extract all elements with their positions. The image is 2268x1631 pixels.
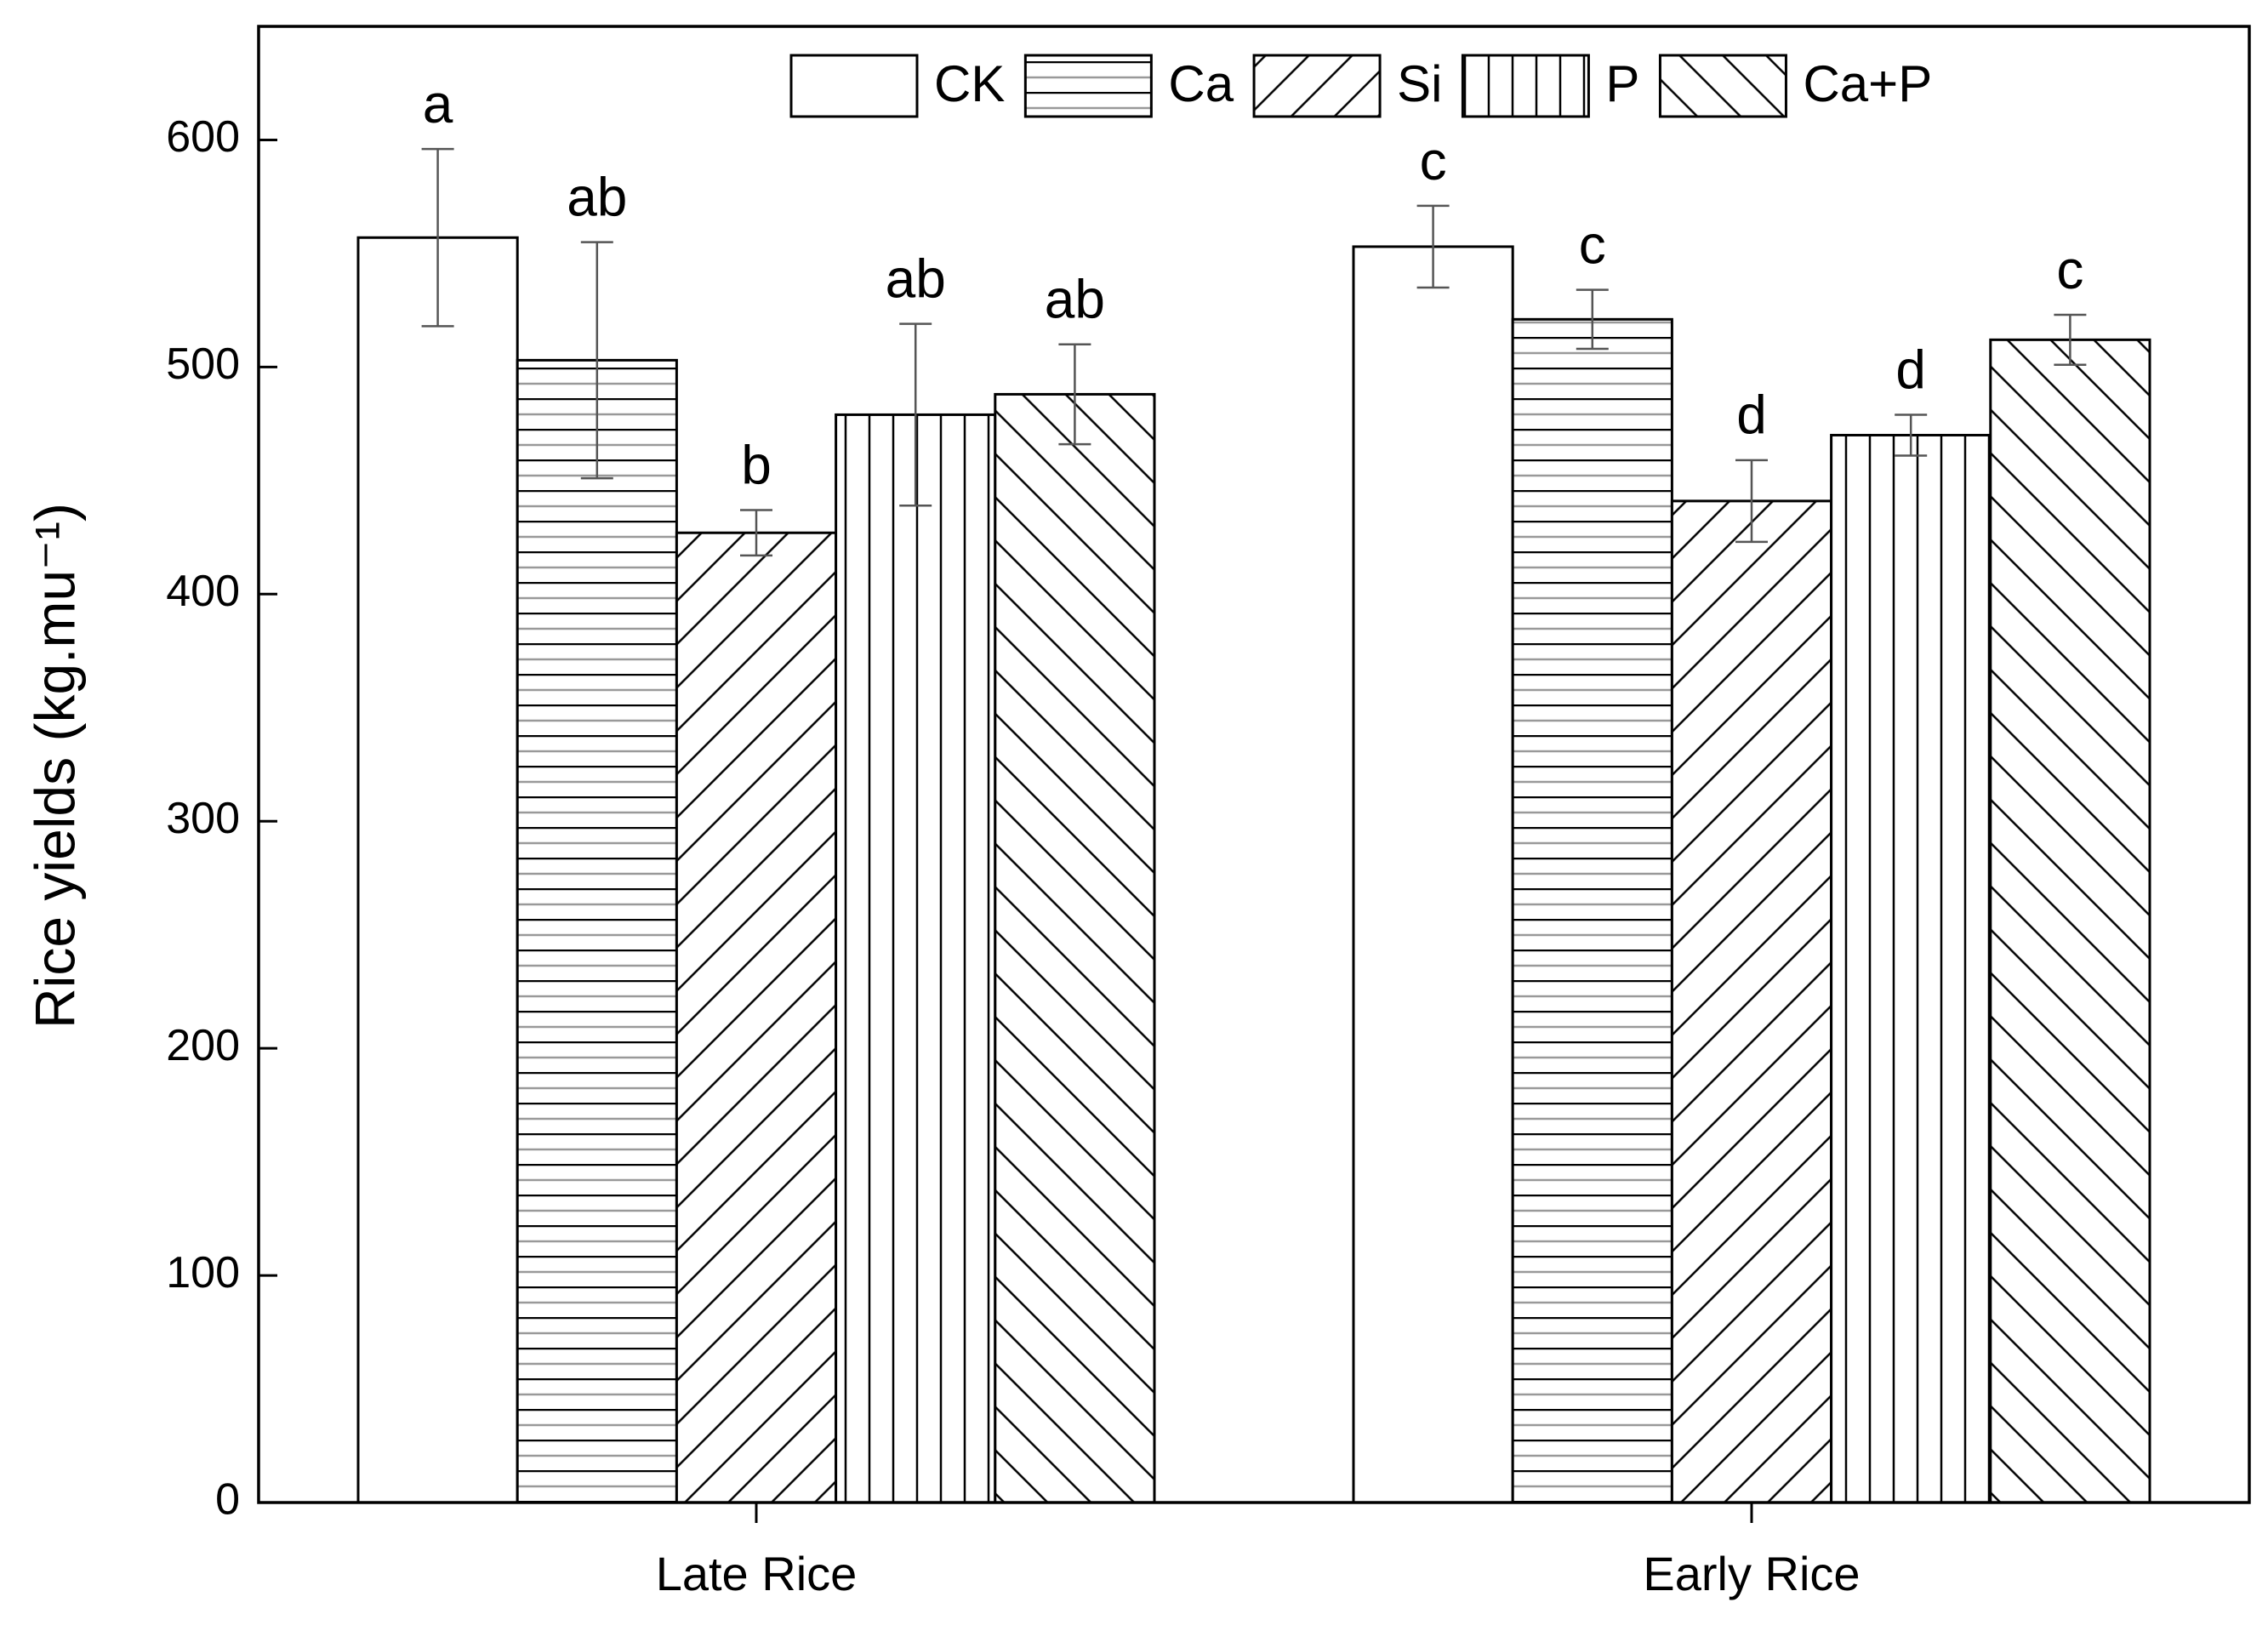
legend-swatch (1252, 54, 1382, 118)
bar (356, 236, 519, 1504)
significance-label: ab (886, 248, 946, 310)
significance-label: c (1420, 130, 1447, 191)
y-tick-label: 200 (166, 1021, 240, 1070)
bar (835, 413, 997, 1504)
legend-label: Si (1397, 55, 1442, 112)
significance-label: c (2056, 239, 2083, 300)
legend-label: Ca (1168, 55, 1234, 112)
significance-label: a (423, 73, 453, 134)
y-tick-label: 500 (166, 339, 240, 389)
significance-label: d (1895, 339, 1926, 400)
significance-label: d (1736, 385, 1767, 446)
plot-frame (257, 25, 2251, 1504)
y-tick-label: 100 (166, 1248, 240, 1297)
bar (516, 358, 678, 1504)
significance-label: b (741, 434, 772, 495)
x-tick-label: Late Rice (656, 1547, 858, 1600)
bar (994, 392, 1156, 1504)
legend-swatch (789, 54, 919, 118)
y-tick-label: 0 (215, 1475, 240, 1525)
bar (1989, 338, 2151, 1504)
y-axis-label: Rice yields (kg.mu⁻¹) (23, 503, 86, 1029)
bar (1670, 499, 1833, 1504)
y-tick-label: 300 (166, 794, 240, 843)
legend-swatch (1461, 54, 1590, 118)
legend-label: Ca+P (1803, 55, 1932, 112)
bar (1830, 433, 1992, 1504)
legend-label: CK (934, 55, 1005, 112)
legend-label: P (1605, 55, 1639, 112)
legend-swatch (1023, 54, 1153, 118)
significance-label: ab (567, 166, 627, 227)
bar (1511, 317, 1673, 1504)
significance-label: c (1579, 214, 1606, 276)
significance-label: ab (1045, 269, 1105, 330)
bar (675, 531, 838, 1504)
y-tick-label: 400 (166, 567, 240, 616)
legend-swatch (1658, 54, 1787, 118)
x-tick-label: Early Rice (1643, 1547, 1860, 1600)
bar (1352, 245, 1514, 1504)
y-tick-label: 600 (166, 112, 240, 162)
